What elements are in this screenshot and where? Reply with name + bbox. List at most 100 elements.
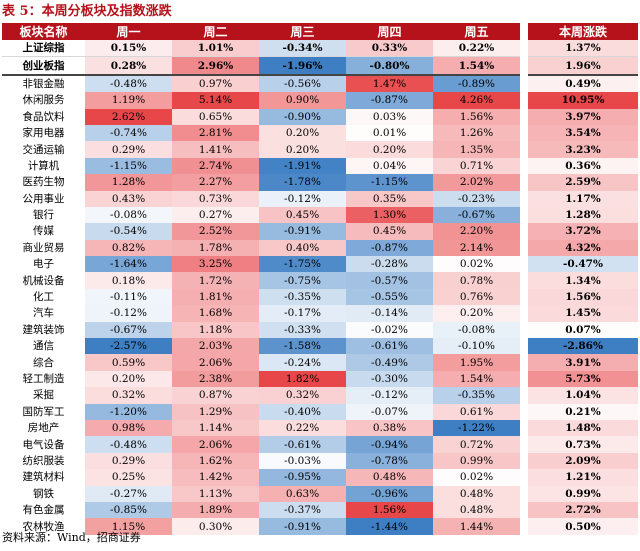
sector-row: 汽车 -0.12% 1.68% -0.17% -0.14% 0.20% 1.45% [2,305,638,322]
daily-change-cell: -1.96% [259,57,346,76]
daily-change-cell: -0.89% [433,75,520,93]
column-gap [520,75,528,93]
column-gap [520,256,528,273]
daily-change-cell: 0.20% [85,370,172,388]
sector-row: 交通运输 0.29% 1.41% 0.20% 0.20% 1.35% 3.23% [2,141,638,158]
daily-change-cell: 1.44% [433,518,520,535]
header-wednesday: 周三 [259,23,346,40]
column-gap [520,370,528,388]
daily-change-cell: -0.95% [259,469,346,486]
daily-change-cell: 0.48% [346,469,433,486]
daily-change-cell: 1.95% [433,354,520,371]
sector-row: 建筑装饰 -0.67% 1.18% -0.33% -0.02% -0.08% 0.07% [2,321,638,339]
daily-change-cell: -1.58% [259,338,346,355]
daily-change-cell: 0.73% [172,190,259,207]
week-change-cell: -0.47% [528,256,638,273]
daily-change-cell: 1.47% [346,75,433,93]
daily-change-cell: 0.02% [433,469,520,486]
column-gap [520,288,528,306]
daily-change-cell: 0.03% [346,108,433,125]
column-gap [520,354,528,371]
daily-change-cell: -0.37% [259,501,346,519]
daily-change-cell: -0.90% [259,108,346,125]
daily-change-cell: 0.82% [85,239,172,257]
column-gap [520,124,528,142]
daily-change-cell: -0.54% [85,223,172,240]
column-gap [520,92,528,109]
week-change-cell: 0.21% [528,403,638,420]
sector-index-table: 板块名称 周一 周二 周三 周四 周五 本周涨跌 上证综指 0.15% 1.01% -… [2,23,638,535]
sector-name: 机械设备 [22,274,65,287]
daily-change-cell: 0.22% [433,40,520,58]
daily-change-cell: 1.62% [172,452,259,470]
sector-row: 化工 -0.11% 1.81% -0.35% -0.55% 0.76% 1.56% [2,288,638,306]
header-tuesday: 周二 [172,23,259,40]
week-change-cell: 10.95% [528,92,638,109]
sector-name: 建筑装饰 [22,323,65,336]
sector-row: 公用事业 0.43% 0.73% -0.12% 0.35% -0.23% 1.17% [2,190,638,207]
index-row: 创业板指 0.28% 2.96% -1.96% -0.80% 1.54% 1.96% [2,57,638,76]
daily-change-cell: 0.04% [346,157,433,175]
daily-change-cell: 2.62% [85,108,172,125]
week-change-cell: 3.91% [528,354,638,371]
column-gap [520,419,528,437]
daily-change-cell: -0.35% [433,387,520,404]
daily-change-cell: 0.38% [346,419,433,437]
column-gap [520,272,528,289]
sector-name: 传媒 [33,225,54,238]
week-change-cell: 1.17% [528,190,638,207]
daily-change-cell: 0.63% [259,485,346,502]
sector-name: 电气设备 [22,438,65,451]
daily-change-cell: -0.55% [346,288,433,306]
daily-change-cell: 1.42% [172,469,259,486]
sector-row: 通信 -2.57% 2.03% -1.58% -0.61% -0.10% -2.86% [2,338,638,355]
daily-change-cell: 2.38% [172,370,259,388]
daily-change-cell: 0.22% [259,419,346,437]
week-change-cell: 0.07% [528,321,638,339]
daily-change-cell: -0.03% [259,452,346,470]
sector-name: 综合 [33,356,54,369]
week-change-cell: 2.09% [528,452,638,470]
column-gap [520,518,528,535]
daily-change-cell: -0.10% [433,338,520,355]
week-change-cell: 0.49% [528,75,638,93]
daily-change-cell: 0.78% [433,272,520,289]
column-gap [520,501,528,519]
daily-change-cell: 4.26% [433,92,520,109]
daily-change-cell: 0.01% [346,124,433,142]
daily-change-cell: -0.24% [259,354,346,371]
daily-change-cell: 2.74% [172,157,259,175]
daily-change-cell: 0.65% [172,108,259,125]
daily-change-cell: 1.18% [172,321,259,339]
daily-change-cell: 0.29% [85,141,172,158]
daily-change-cell: 1.15% [85,518,172,535]
column-gap [520,206,528,224]
sector-name: 食品饮料 [22,110,65,123]
column-gap [520,436,528,453]
week-change-cell: 1.48% [528,419,638,437]
daily-change-cell: -1.15% [346,174,433,191]
sector-row: 建筑材料 0.25% 1.42% -0.95% 0.48% 0.02% 1.21% [2,469,638,486]
daily-change-cell: 0.30% [172,518,259,535]
daily-change-cell: 0.59% [85,354,172,371]
sector-row: 银行 -0.08% 0.27% 0.45% 1.30% -0.67% 1.28% [2,206,638,224]
daily-change-cell: 0.40% [259,239,346,257]
daily-change-cell: 2.02% [433,174,520,191]
column-gap [520,40,528,58]
daily-change-cell: 1.01% [172,40,259,58]
daily-change-cell: 1.72% [172,272,259,289]
sector-name: 采掘 [33,389,54,402]
daily-change-cell: -0.67% [85,321,172,339]
daily-change-cell: -1.64% [85,256,172,273]
column-gap [520,223,528,240]
column-gap [520,321,528,339]
sector-row: 综合 0.59% 2.06% -0.24% -0.49% 1.95% 3.91% [2,354,638,371]
daily-change-cell: -0.61% [259,436,346,453]
sector-name: 医药生物 [22,176,65,189]
week-change-cell: 1.37% [528,40,638,58]
daily-change-cell: 0.45% [346,223,433,240]
daily-change-cell: -0.12% [346,387,433,404]
daily-change-cell: 1.81% [172,288,259,306]
daily-change-cell: 1.82% [259,370,346,388]
daily-change-cell: 2.81% [172,124,259,142]
